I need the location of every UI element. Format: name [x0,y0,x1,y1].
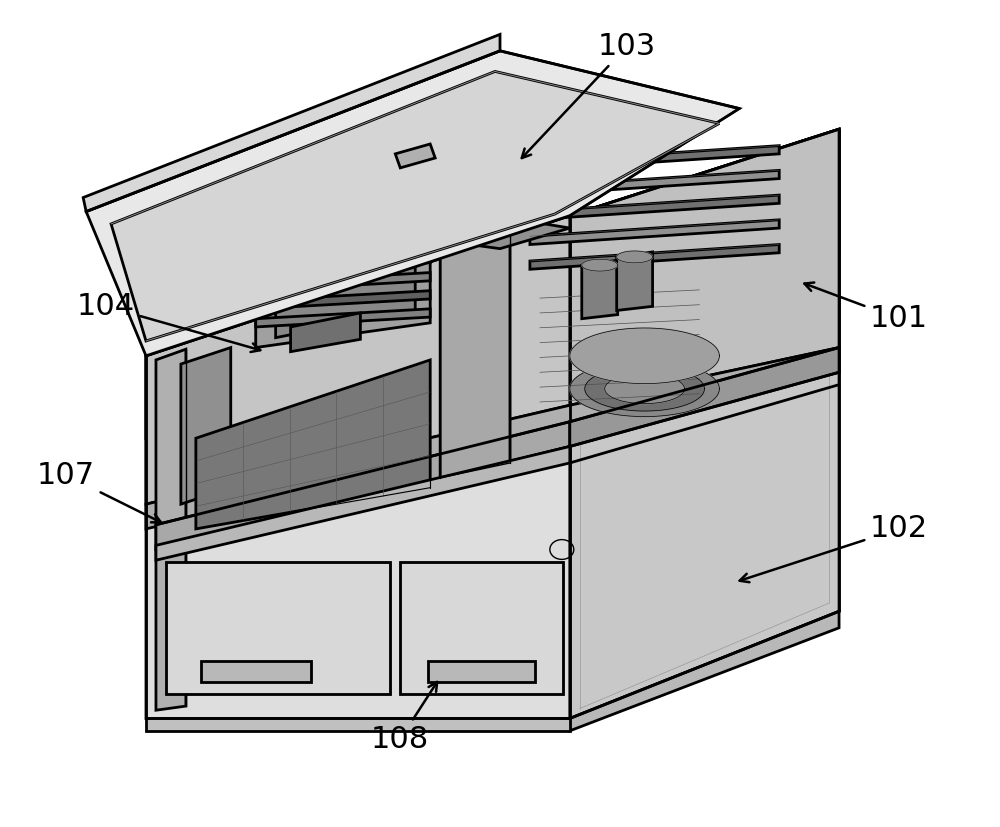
Polygon shape [196,360,430,529]
Polygon shape [156,349,186,710]
Polygon shape [570,129,839,719]
Polygon shape [617,252,653,310]
Polygon shape [582,259,618,271]
Polygon shape [530,245,779,270]
Polygon shape [582,261,618,318]
Text: 104: 104 [77,292,260,352]
Text: 108: 108 [371,682,437,753]
Polygon shape [440,218,510,478]
Polygon shape [86,50,739,356]
Polygon shape [570,347,839,447]
Text: 103: 103 [522,32,656,158]
Polygon shape [156,422,570,549]
Text: 102: 102 [740,514,928,582]
Polygon shape [156,447,570,560]
Polygon shape [83,35,500,212]
Polygon shape [256,291,430,308]
Polygon shape [276,203,415,337]
Polygon shape [530,195,779,220]
Polygon shape [256,273,430,291]
Polygon shape [400,562,563,694]
Polygon shape [428,661,535,682]
Polygon shape [256,237,430,255]
Polygon shape [570,611,839,731]
Polygon shape [256,191,430,347]
Polygon shape [395,144,435,168]
Polygon shape [146,216,570,504]
Polygon shape [146,129,839,438]
Polygon shape [570,361,719,417]
Polygon shape [201,661,311,682]
Polygon shape [166,562,390,694]
Polygon shape [530,220,779,245]
Polygon shape [256,255,430,273]
Polygon shape [617,251,653,263]
Polygon shape [530,170,779,195]
Polygon shape [256,308,430,327]
Polygon shape [605,374,684,404]
Polygon shape [585,366,704,411]
Polygon shape [181,347,231,504]
Polygon shape [111,71,719,341]
Polygon shape [570,328,719,384]
Polygon shape [256,218,430,237]
Text: 107: 107 [37,461,161,523]
Polygon shape [291,313,360,351]
Polygon shape [440,218,570,249]
Polygon shape [530,146,779,170]
Polygon shape [570,129,839,405]
Polygon shape [146,719,570,731]
Polygon shape [146,216,570,719]
Polygon shape [146,347,839,529]
Text: 101: 101 [804,283,928,333]
